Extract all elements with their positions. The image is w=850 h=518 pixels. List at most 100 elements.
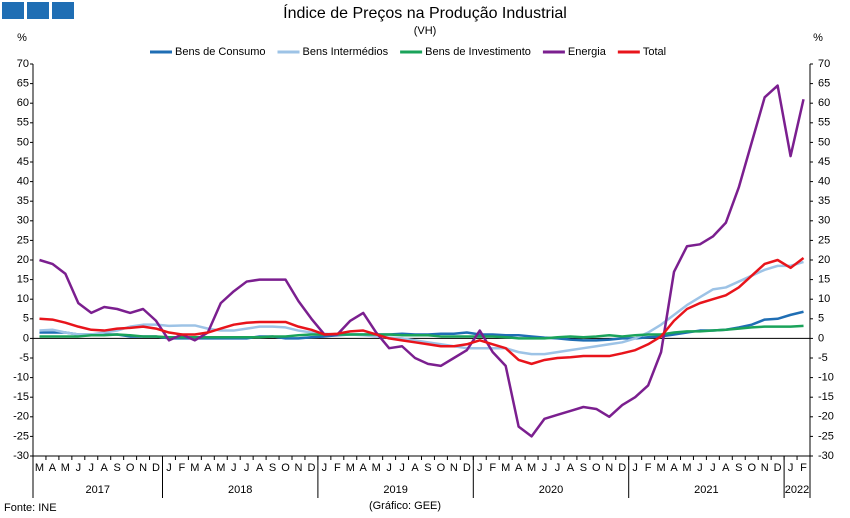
y2-tick-label: 55 — [818, 117, 830, 129]
x-tick-label: M — [682, 462, 691, 474]
y-tick-label: 65 — [17, 78, 29, 90]
series-line — [39, 84, 805, 438]
series-line — [39, 260, 804, 356]
y-tick-label: 30 — [17, 215, 29, 227]
y2-tick-label: 45 — [818, 156, 830, 168]
y2-tick-label: 70 — [818, 58, 830, 70]
x-tick-label: J — [322, 462, 328, 474]
y-tick-label: 20 — [17, 254, 29, 266]
legend-label: Bens Intermédios — [303, 46, 389, 58]
x-tick-label: A — [411, 462, 419, 474]
x-tick-label: M — [372, 462, 381, 474]
x-tick-label: A — [515, 462, 523, 474]
logo-block — [2, 2, 24, 19]
x-tick-label: N — [605, 462, 613, 474]
x-tick-label: J — [697, 462, 703, 474]
x-tick-label: A — [722, 462, 730, 474]
x-tick-label: J — [89, 462, 95, 474]
y2-tick-label: -15 — [818, 391, 834, 403]
y-tick-label: 10 — [17, 293, 29, 305]
x-tick-label: M — [656, 462, 665, 474]
legend-label: Energia — [568, 46, 607, 58]
x-tick-label: J — [399, 462, 405, 474]
year-label: 2021 — [694, 484, 718, 496]
x-tick-label: J — [76, 462, 82, 474]
x-tick-label: J — [477, 462, 483, 474]
x-tick-label: D — [463, 462, 471, 474]
y2-tick-label: -25 — [818, 430, 834, 442]
x-tick-label: D — [152, 462, 160, 474]
x-tick-label: D — [307, 462, 315, 474]
y2-tick-label: -30 — [818, 450, 834, 462]
legend-label: Bens de Investimento — [425, 46, 531, 58]
y-tick-label: 15 — [17, 274, 29, 286]
x-tick-label: S — [580, 462, 587, 474]
y-tick-label: -10 — [13, 372, 29, 384]
y2-tick-label: 20 — [818, 254, 830, 266]
x-tick-label: J — [386, 462, 392, 474]
y2-tick-label: -20 — [818, 411, 834, 423]
x-tick-label: F — [645, 462, 652, 474]
series-line — [39, 257, 805, 366]
x-tick-label: O — [747, 462, 756, 474]
year-label: 2022 — [785, 484, 809, 496]
x-tick-label: A — [360, 462, 368, 474]
x-tick-label: A — [204, 462, 212, 474]
x-tick-label: F — [800, 462, 807, 474]
x-tick-label: N — [294, 462, 302, 474]
x-tick-label: M — [35, 462, 44, 474]
y2-tick-label: 25 — [818, 234, 830, 246]
x-tick-label: O — [437, 462, 446, 474]
year-label: 2019 — [383, 484, 407, 496]
y2-tick-label: 60 — [818, 97, 830, 109]
y2-tick-label: 0 — [818, 332, 824, 344]
x-tick-label: J — [710, 462, 716, 474]
x-tick-label: N — [450, 462, 458, 474]
y-tick-label: -30 — [13, 450, 29, 462]
chart-title: Índice de Preços na Produção Industrial — [283, 3, 567, 22]
x-tick-label: O — [281, 462, 290, 474]
x-tick-label: O — [126, 462, 135, 474]
x-tick-label: O — [592, 462, 601, 474]
x-tick-label: S — [424, 462, 431, 474]
x-tick-label: D — [618, 462, 626, 474]
x-tick-label: M — [527, 462, 536, 474]
y-tick-label: 60 — [17, 97, 29, 109]
x-tick-label: J — [542, 462, 548, 474]
y2-tick-label: 35 — [818, 195, 830, 207]
source: Fonte: INE — [4, 502, 57, 514]
y2-tick-label: 65 — [818, 78, 830, 90]
y-tick-label: -5 — [19, 352, 29, 364]
y2-tick-label: 15 — [818, 274, 830, 286]
x-tick-label: A — [49, 462, 57, 474]
logo-block — [52, 2, 74, 19]
x-tick-label: J — [788, 462, 794, 474]
y2-tick-label: -5 — [818, 352, 828, 364]
x-tick-label: N — [139, 462, 147, 474]
y-tick-label: 40 — [17, 176, 29, 188]
x-tick-label: J — [231, 462, 237, 474]
y-axis-label: % — [17, 32, 27, 44]
y-tick-label: 35 — [17, 195, 29, 207]
year-label: 2018 — [228, 484, 252, 496]
year-label: 2017 — [86, 484, 110, 496]
y-tick-label: 55 — [17, 117, 29, 129]
y2-tick-label: -10 — [818, 372, 834, 384]
x-tick-label: J — [244, 462, 250, 474]
x-tick-label: M — [346, 462, 355, 474]
x-tick-label: M — [501, 462, 510, 474]
y-tick-label: -15 — [13, 391, 29, 403]
x-tick-label: J — [555, 462, 561, 474]
y2-tick-label: 30 — [818, 215, 830, 227]
logo-block — [27, 2, 49, 19]
y-tick-label: 45 — [17, 156, 29, 168]
y2-tick-label: 50 — [818, 136, 830, 148]
x-tick-label: A — [670, 462, 678, 474]
credit: (Gráfico: GEE) — [369, 500, 441, 512]
x-tick-label: S — [114, 462, 121, 474]
x-tick-label: M — [61, 462, 70, 474]
x-tick-label: N — [761, 462, 769, 474]
chart-subtitle: (VH) — [414, 25, 437, 37]
year-label: 2020 — [539, 484, 563, 496]
